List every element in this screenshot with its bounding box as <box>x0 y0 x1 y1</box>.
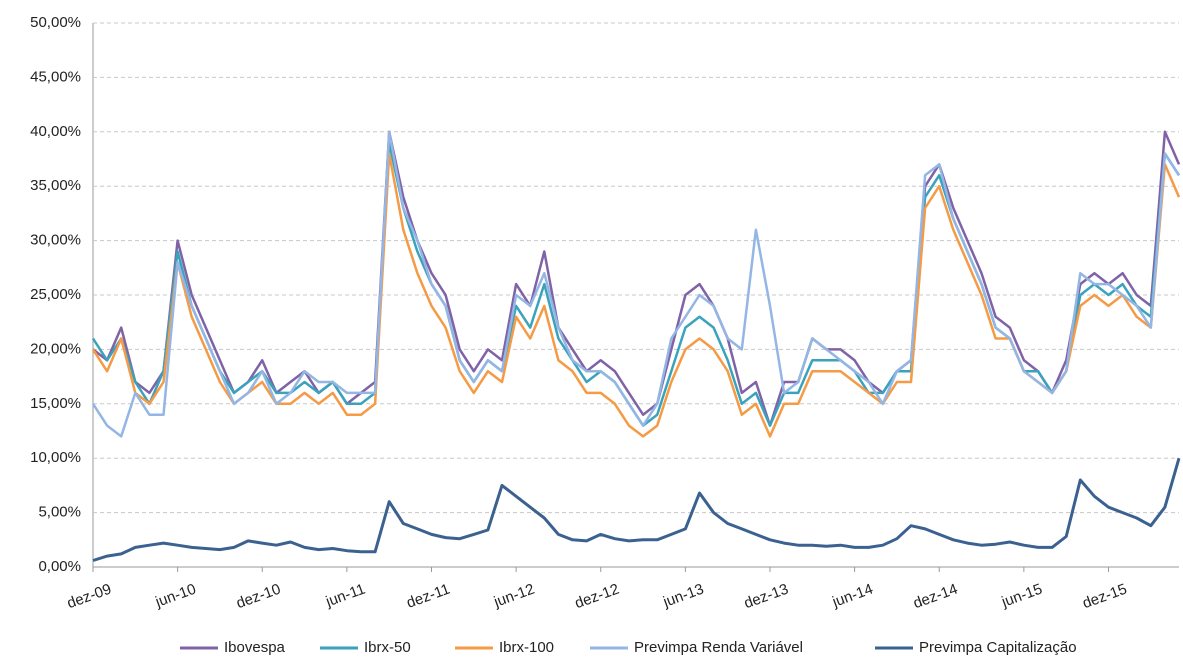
legend-label: Previmpa Renda Variável <box>634 639 803 656</box>
y-tick-label: 50,00% <box>30 14 81 31</box>
x-tick-label: dez-13 <box>742 581 791 613</box>
x-tick-label: jun-13 <box>660 581 706 612</box>
x-tick-label: jun-12 <box>491 581 537 612</box>
x-tick-label: dez-15 <box>1080 581 1129 613</box>
legend-label: Ibrx-50 <box>364 639 411 656</box>
legend-label: Ibovespa <box>224 639 286 656</box>
y-tick-label: 30,00% <box>30 232 81 249</box>
y-tick-label: 15,00% <box>30 395 81 412</box>
x-tick-label: dez-11 <box>404 581 452 612</box>
y-tick-label: 40,00% <box>30 123 81 140</box>
series-line <box>92 457 1181 562</box>
y-tick-label: 45,00% <box>30 68 81 85</box>
y-tick-label: 35,00% <box>30 177 81 194</box>
x-tick-label: jun-15 <box>999 581 1045 612</box>
x-tick-label: dez-14 <box>911 581 960 613</box>
legend-label: Ibrx-100 <box>499 639 554 656</box>
y-tick-label: 0,00% <box>38 558 81 575</box>
y-tick-label: 10,00% <box>30 449 81 466</box>
x-tick-label: jun-10 <box>152 581 198 612</box>
y-tick-label: 25,00% <box>30 286 81 303</box>
x-tick-label: jun-14 <box>829 581 875 612</box>
series-line <box>91 130 1181 438</box>
y-tick-label: 5,00% <box>38 504 81 521</box>
x-tick-label: dez-09 <box>65 581 114 613</box>
x-tick-label: jun-11 <box>323 581 368 611</box>
x-tick-label: dez-10 <box>234 581 283 613</box>
x-tick-label: dez-12 <box>573 581 622 613</box>
y-tick-label: 20,00% <box>30 340 81 357</box>
legend-label: Previmpa Capitalização <box>919 639 1077 656</box>
